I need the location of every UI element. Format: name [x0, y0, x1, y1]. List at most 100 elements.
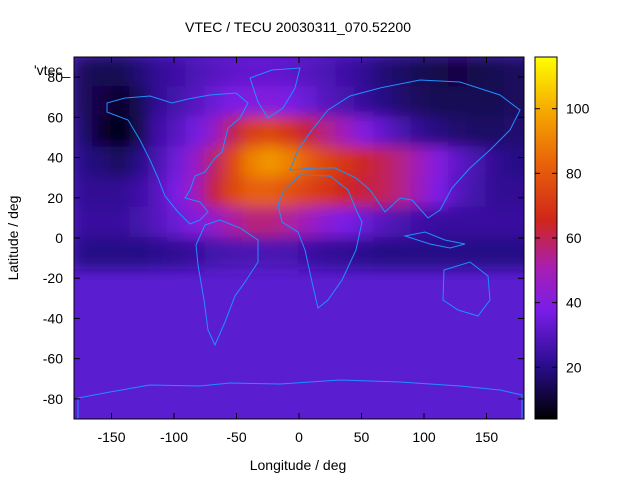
y-tick-label: -20: [43, 270, 63, 286]
heatmap-cell: [74, 237, 94, 270]
heatmap-cell: [110, 116, 132, 149]
heatmap-cell: [241, 237, 263, 270]
heatmap-cell: [185, 86, 207, 119]
heatmap-cell: [485, 146, 507, 179]
heatmap-cell: [316, 206, 338, 239]
heatmap-cell: [504, 146, 524, 179]
heatmap-cell: [410, 237, 432, 270]
heatmap-cell: [260, 146, 282, 179]
heatmap-cell: [185, 116, 207, 149]
heatmap-cell: [485, 116, 507, 149]
heatmap-cell: [316, 176, 338, 209]
heatmap-cell: [448, 57, 469, 89]
heatmap-cell: [148, 57, 169, 89]
heatmap-cell: [148, 146, 169, 179]
colorbar-tick-label: 40: [566, 295, 582, 311]
heatmap-cell: [74, 176, 94, 209]
heatmap-cell: [91, 116, 113, 149]
heatmap-cell: [204, 206, 225, 239]
heatmap-cell: [241, 57, 263, 89]
heatmap-cell: [316, 116, 338, 149]
heatmap-cell: [391, 86, 413, 119]
heatmap-cell: [129, 237, 150, 270]
heatmap-cell: [504, 237, 524, 270]
heatmap-cell: [410, 206, 432, 239]
heatmap-cell: [335, 116, 357, 149]
heatmap-cell: [504, 116, 524, 149]
heatmap-cell: [204, 57, 225, 89]
colorbar: 20 40 60 80 100: [534, 56, 590, 420]
heatmap-cell: [241, 206, 263, 239]
heatmap-cell: [410, 176, 432, 209]
heatmap-cell: [74, 116, 94, 149]
heatmap-cell: [129, 206, 150, 239]
x-tick-label: 0: [295, 429, 303, 445]
x-tick-label: -50: [226, 429, 246, 445]
heatmap-cell: [429, 57, 450, 89]
y-axis-ticks: -80 -60 -40 -20 0 20 40 60 80: [43, 69, 524, 407]
heatmap-cell: [279, 146, 300, 179]
heatmap-cell: [204, 176, 225, 209]
heatmap-cell: [74, 86, 94, 119]
heatmap-cell: [354, 57, 375, 89]
heatmap-cell: [485, 206, 507, 239]
heatmap-cell: [204, 86, 225, 119]
heatmap-cell: [129, 116, 150, 149]
heatmap-cell: [504, 57, 524, 89]
y-tick-label: -40: [43, 310, 63, 326]
heatmap-cell: [260, 86, 282, 119]
heatmap-cell: [410, 146, 432, 179]
heatmap-cell: [185, 57, 207, 89]
colorbar-tick-label: 80: [566, 165, 582, 181]
heatmap-cell: [391, 57, 413, 89]
heatmap-cell: [223, 86, 244, 119]
heatmap-cell: [91, 176, 113, 209]
colorbar-tick-label: 60: [566, 230, 582, 246]
heatmap-cell: [185, 237, 207, 270]
heatmap-cell: [166, 86, 188, 119]
heatmap-cell: [448, 176, 469, 209]
heatmap-cell: [129, 57, 150, 89]
heatmap-cell: [485, 57, 507, 89]
heatmap-cell: [391, 237, 413, 270]
heatmap-cell: [448, 86, 469, 119]
heatmap-cell: [429, 237, 450, 270]
antarctica-coastline: [77, 379, 523, 419]
heatmap-cell: [298, 116, 319, 149]
heatmap-cell: [260, 116, 282, 149]
heatmap-cell: [316, 146, 338, 179]
heatmap-cell: [204, 116, 225, 149]
heatmap-cell: [466, 116, 488, 149]
heatmap-cell: [391, 116, 413, 149]
heatmap-cell: [504, 206, 524, 239]
heatmap-cell: [74, 146, 94, 179]
heatmap-cell: [391, 206, 413, 239]
heatmap-cell: [260, 237, 282, 270]
heatmap-cell: [110, 206, 132, 239]
heatmap-cell: [354, 86, 375, 119]
heatmap-cell: [410, 57, 432, 89]
heatmap-cell: [335, 237, 357, 270]
heatmap-cell: [298, 86, 319, 119]
heatmap-cell: [335, 146, 357, 179]
heatmap-cell: [354, 237, 375, 270]
heatmap-cell: [316, 86, 338, 119]
colorbar-ticks: 20 40 60 80 100: [535, 101, 590, 375]
heatmap-cell: [74, 57, 94, 89]
heatmap-cell: [298, 176, 319, 209]
heatmap-cell: [279, 206, 300, 239]
heatmap-cell: [110, 237, 132, 270]
heatmap-cell: [354, 206, 375, 239]
heatmap-cell: [223, 237, 244, 270]
heatmap-cell: [298, 57, 319, 89]
heatmap-cell: [241, 146, 263, 179]
heatmap-cell: [148, 86, 169, 119]
heatmap-cell: [166, 116, 188, 149]
heatmap-cell: [298, 206, 319, 239]
y-tick-label: 0: [55, 230, 63, 246]
heatmap-cell: [185, 176, 207, 209]
heatmap-cell: [429, 116, 450, 149]
heatmap-cell: [148, 116, 169, 149]
x-axis-ticks: -150 -100 -50 0 50 100 150: [97, 57, 498, 445]
